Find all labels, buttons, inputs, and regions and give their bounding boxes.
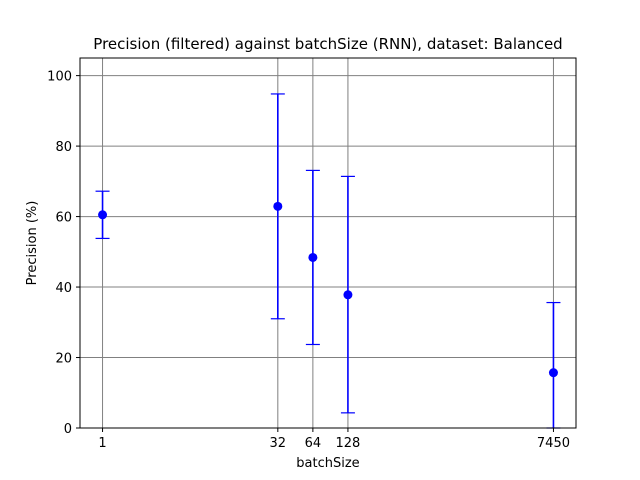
x-tick-label: 128 — [336, 436, 361, 451]
y-axis-label: Precision (%) — [25, 201, 40, 286]
data-point — [548, 368, 558, 378]
y-axis-ticks: 0 20 40 60 80 100 — [47, 70, 80, 437]
plot-frame — [79, 57, 577, 429]
x-tick-label: 1 — [98, 436, 106, 451]
error-bars — [95, 93, 561, 429]
data-points — [98, 201, 558, 378]
y-tick-label: 20 — [55, 352, 72, 367]
y-tick-label: 40 — [55, 281, 72, 296]
y-tick-label: 100 — [47, 70, 72, 85]
x-tick-label: 32 — [270, 436, 287, 451]
data-point — [343, 290, 353, 300]
y-tick-label: 60 — [55, 211, 72, 226]
y-tick-label: 80 — [55, 140, 72, 155]
chart-title: Precision (filtered) against batchSize (… — [93, 35, 562, 53]
x-axis-ticks: 1 32 64 128 7450 — [98, 428, 570, 451]
data-point — [273, 201, 283, 211]
x-axis-label: batchSize — [296, 456, 359, 471]
data-point — [308, 252, 318, 262]
x-tick-label: 7450 — [537, 436, 570, 451]
x-tick-label: 64 — [305, 436, 322, 451]
y-tick-label: 0 — [64, 422, 72, 437]
data-point — [98, 210, 108, 220]
grid — [80, 58, 576, 429]
